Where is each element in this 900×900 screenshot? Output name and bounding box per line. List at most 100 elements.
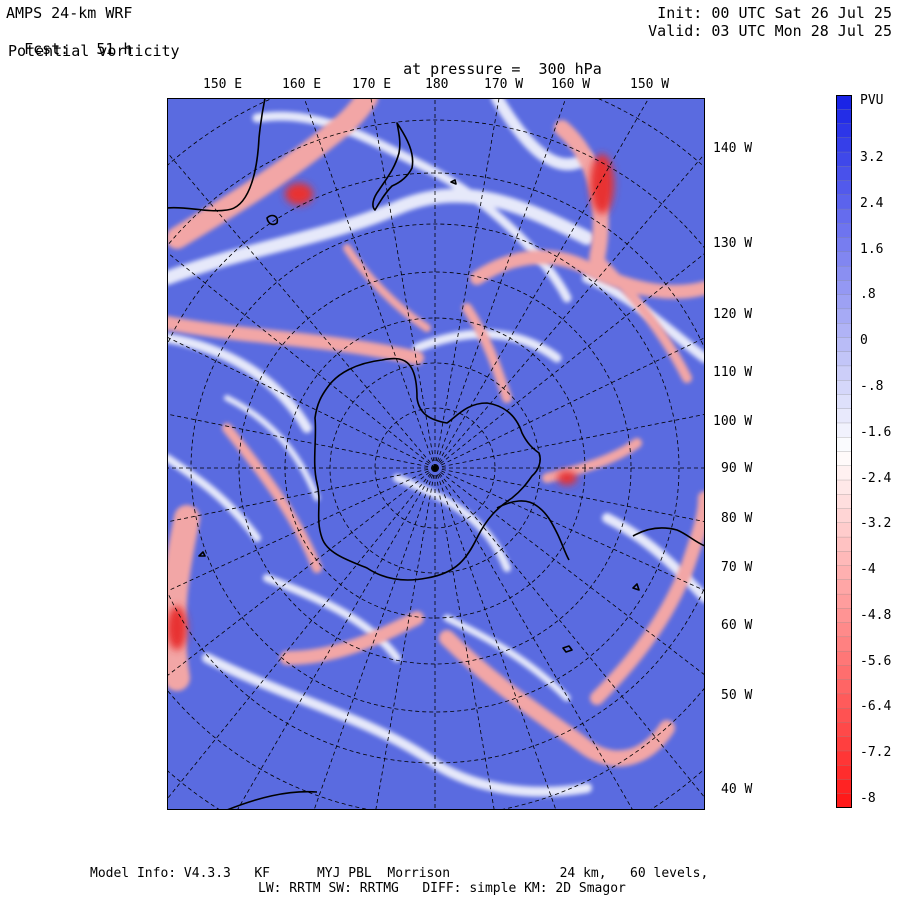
pv-map <box>167 98 705 810</box>
pressure-label: at pressure = <box>403 60 521 78</box>
colorbar-cell <box>836 708 852 724</box>
forecast-label: Fcst: <box>24 40 70 58</box>
colorbar-cell <box>836 779 852 795</box>
colorbar-cell <box>836 337 852 353</box>
colorbar-tick-label: -5.6 <box>860 653 892 669</box>
coastlines <box>167 98 705 810</box>
new-zealand-coast <box>372 122 414 211</box>
colorbar-tick-label: 3.2 <box>860 150 884 165</box>
colorbar-cell <box>836 551 852 567</box>
forecast-hour: Fcst: 51 h <box>6 22 132 58</box>
colorbar-cell <box>836 137 852 153</box>
meridians <box>167 98 705 810</box>
colorbar-cell <box>836 109 852 125</box>
colorbar-tick-label: .8 <box>860 287 876 303</box>
colorbar-cell <box>836 208 852 225</box>
colorbar-cell <box>836 508 852 524</box>
top-lon-label: 150 E <box>203 77 243 92</box>
colorbar-cell <box>836 693 852 709</box>
south-america-coast <box>632 527 705 547</box>
pressure-level: at pressure = 300 hPa <box>385 42 602 78</box>
colorbar-tick-label: -7.2 <box>860 745 892 761</box>
colorbar-cell <box>836 593 852 610</box>
top-lon-label: 180 <box>425 77 449 92</box>
africa-coast <box>226 790 318 810</box>
colorbar-cell <box>836 437 852 453</box>
top-lon-label: 160 E <box>282 77 322 92</box>
colorbar-tick-label: -3.2 <box>860 516 892 532</box>
colorbar-tick-label: -1.6 <box>860 424 892 440</box>
right-lon-label: 110 W <box>713 365 753 380</box>
top-lon-label: 150 W <box>630 77 670 92</box>
field-name: Potential vorticity <box>8 42 180 60</box>
colorbar-tick-label: 1.6 <box>860 241 884 257</box>
colorbar-cell <box>836 351 852 367</box>
colorbar-tick-label: -2.4 <box>860 470 892 486</box>
colorbar-cell <box>836 180 852 196</box>
colorbar-cell <box>836 294 852 310</box>
red-maxima <box>167 154 614 650</box>
init-time: Init: 00 UTC Sat 26 Jul 25 <box>657 4 892 22</box>
colorbar-tick-label: -6.4 <box>860 699 892 715</box>
colorbar-cell <box>836 123 852 139</box>
right-lon-label: 100 W <box>713 414 753 429</box>
colorbar-cell <box>836 765 852 781</box>
colorbar-cell <box>836 451 852 467</box>
map-frame <box>167 98 705 810</box>
colorbar-cell <box>836 408 852 424</box>
colorbar-cell <box>836 722 852 738</box>
colorbar-cell <box>836 750 852 766</box>
right-lon-label: 40 W <box>721 782 753 797</box>
colorbar-cell <box>836 380 852 396</box>
pressure-value: 300 hPa <box>538 60 602 78</box>
colorbar-cell <box>836 793 852 808</box>
colorbar-cell <box>836 237 852 253</box>
colorbar-cell <box>836 565 852 581</box>
model-info: Model Info: V4.3.3 KF MYJ PBL Morrison 2… <box>90 866 709 881</box>
colorbar-cell <box>836 151 852 168</box>
colorbar-cell <box>836 465 852 481</box>
colorbar-cell <box>836 422 852 438</box>
colorbar-cell <box>836 365 852 381</box>
colorbar-cell <box>836 280 852 296</box>
peninsula-coast <box>496 500 570 561</box>
colorbar-cell <box>836 636 852 652</box>
forecast-value: 51 h <box>96 40 133 58</box>
colorbar-cell <box>836 394 852 410</box>
tasmania-coast <box>266 214 279 226</box>
top-lon-label: 160 W <box>551 77 591 92</box>
colorbar-tick-label: -8 <box>860 791 876 806</box>
right-lon-label: 60 W <box>721 618 753 633</box>
colorbar-tick-label: 0 <box>860 333 868 349</box>
colorbar-cell <box>836 650 852 667</box>
colorbar-cell <box>836 95 852 111</box>
right-lon-label: 50 W <box>721 688 753 703</box>
right-lon-label: 90 W <box>721 461 753 476</box>
valid-time: Valid: 03 UTC Mon 28 Jul 25 <box>648 22 892 40</box>
colorbar-unit: PVU <box>860 93 884 108</box>
colorbar-cell <box>836 223 852 239</box>
colorbar <box>836 95 852 808</box>
colorbar-frame <box>836 95 852 808</box>
colorbar-cell <box>836 536 852 553</box>
island <box>562 645 573 653</box>
colorbar-tick-label: -.8 <box>860 378 884 394</box>
colorbar-cell <box>836 265 852 282</box>
island <box>198 551 206 557</box>
island <box>632 583 640 591</box>
colorbar-cell <box>836 665 852 681</box>
colorbar-tick-label: -4.8 <box>860 607 892 623</box>
top-lon-label: 170 E <box>352 77 392 92</box>
colorbar-cell <box>836 194 852 210</box>
colorbar-cell <box>836 479 852 496</box>
colorbar-tick-label: -4 <box>860 562 876 578</box>
right-lon-label: 140 W <box>713 141 753 156</box>
top-lon-label: 170 W <box>484 77 524 92</box>
model-title: AMPS 24-km WRF <box>6 4 133 22</box>
island <box>450 179 457 185</box>
right-lon-label: 130 W <box>713 236 753 251</box>
colorbar-cell <box>836 608 852 624</box>
right-lon-label: 80 W <box>721 511 753 526</box>
right-lon-label: 120 W <box>713 307 753 322</box>
colorbar-cell <box>836 679 852 695</box>
